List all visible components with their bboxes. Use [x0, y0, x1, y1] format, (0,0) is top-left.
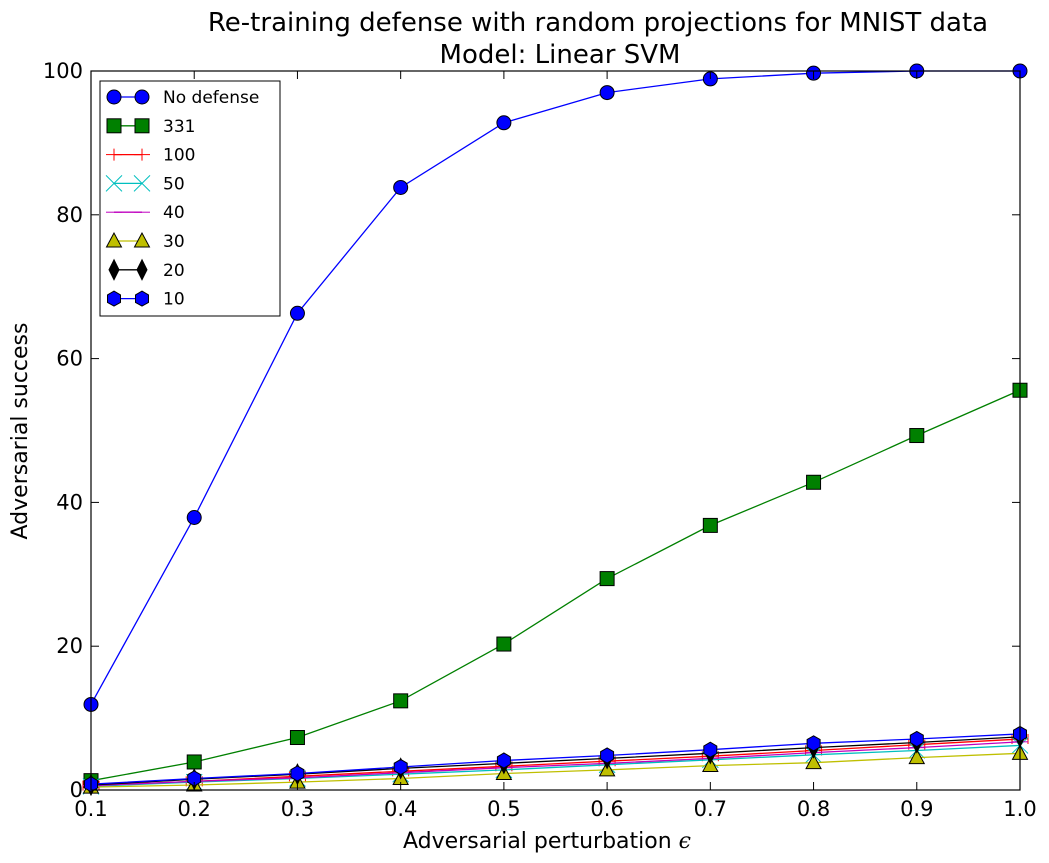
data-point [702, 517, 718, 533]
data-point [701, 756, 719, 773]
legend-box [99, 80, 281, 317]
series-100 [82, 733, 1029, 791]
data-point [289, 730, 305, 746]
legend-marker [105, 231, 123, 248]
data-point [393, 758, 408, 776]
x-tick-label: 0.9 [900, 797, 933, 821]
series-line [90, 744, 1021, 788]
legend-marker [106, 118, 122, 134]
data-point [599, 85, 615, 101]
series-line [90, 738, 1021, 787]
series-20 [85, 725, 1026, 797]
data-point [496, 636, 512, 652]
data-point [908, 748, 926, 765]
legend-label: 30 [163, 232, 185, 252]
data-point [806, 735, 821, 752]
y-tick-label: 80 [56, 203, 83, 227]
y-tick-label: 40 [56, 490, 83, 514]
series-30 [82, 744, 1029, 794]
data-point [909, 428, 925, 444]
series-line [90, 733, 1021, 785]
legend-entry: 10 [107, 290, 185, 310]
x-tick-label: 0.5 [487, 797, 520, 821]
plot-frame [90, 70, 1021, 791]
x-axis-label-text: Adversarial perturbation [403, 829, 672, 854]
legend-marker [136, 258, 148, 281]
x-tick-label: 0.6 [590, 797, 623, 821]
legend-label: No defense [163, 88, 259, 108]
legend-entry: 30 [105, 231, 185, 252]
series-line [90, 389, 1021, 782]
x-axis: 0.1 0.2 0.3 0.4 0.5 0.6 0.7 0.8 0.9 1.0 [74, 71, 1037, 821]
x-axis-label-symbol: ϵ [679, 829, 691, 854]
y-tick-label: 0 [70, 778, 83, 802]
x-tick-label: 0.3 [281, 797, 314, 821]
y-tick-label: 100 [43, 59, 83, 83]
legend: No defense 331 100 50 40 30 20 10 [99, 80, 281, 317]
legend-label: 331 [163, 117, 195, 137]
data-point [393, 179, 409, 195]
chart-title: Re-training defense with random projecti… [208, 8, 988, 38]
x-tick-label: 0.1 [74, 797, 107, 821]
data-point [290, 765, 305, 782]
series-331 [83, 382, 1028, 789]
x-axis-label: Adversarial perturbation ϵ [403, 829, 691, 854]
data-point [909, 730, 924, 748]
data-point [496, 752, 511, 769]
legend-label: 40 [163, 203, 185, 223]
data-point [703, 741, 718, 758]
data-point [805, 753, 822, 770]
chart-subtitle: Model: Linear SVM [440, 40, 681, 70]
y-tick-label: 60 [56, 347, 83, 371]
y-axis-label: Adversarial success [8, 323, 33, 540]
legend-marker [133, 231, 151, 248]
x-tick-label: 0.8 [797, 797, 830, 821]
legend-label: 100 [163, 146, 195, 166]
series-line [90, 70, 1020, 705]
data-point [600, 747, 615, 764]
legend-marker [108, 258, 120, 281]
legend-entry: 20 [108, 258, 185, 281]
legend-entry: 40 [106, 203, 185, 223]
legend-label: 10 [163, 290, 185, 310]
y-tick-label: 20 [56, 634, 83, 658]
legend-marker [107, 290, 121, 307]
data-point [806, 474, 822, 490]
x-tick-label: 0.4 [384, 797, 417, 821]
legend-label: 20 [163, 261, 185, 281]
x-tick-label: 0.2 [178, 797, 211, 821]
data-point [186, 754, 202, 770]
legend-marker [106, 89, 122, 105]
series-10 [84, 725, 1027, 793]
legend-marker [134, 118, 150, 134]
legend-entry: 331 [106, 117, 195, 137]
legend-entry: 100 [106, 146, 195, 166]
x-tick-label: 0.7 [694, 797, 727, 821]
legend-entry: No defense [106, 88, 259, 108]
series-no-defense [83, 63, 1028, 712]
y-axis: 0 20 40 60 80 100 [43, 59, 1020, 802]
data-point [186, 509, 202, 525]
series-line [90, 752, 1021, 788]
data-point [496, 115, 512, 131]
legend-marker [134, 89, 150, 105]
data-point [289, 305, 305, 321]
series-line [90, 736, 1021, 786]
legend-marker [133, 175, 151, 192]
data-point [599, 571, 615, 587]
legend-entry: 50 [105, 174, 185, 194]
series-line [90, 741, 1021, 787]
legend-marker [105, 175, 123, 192]
legend-marker [135, 290, 149, 307]
data-point [393, 693, 409, 709]
legend-label: 50 [163, 174, 185, 194]
x-tick-label: 1.0 [1003, 797, 1036, 821]
